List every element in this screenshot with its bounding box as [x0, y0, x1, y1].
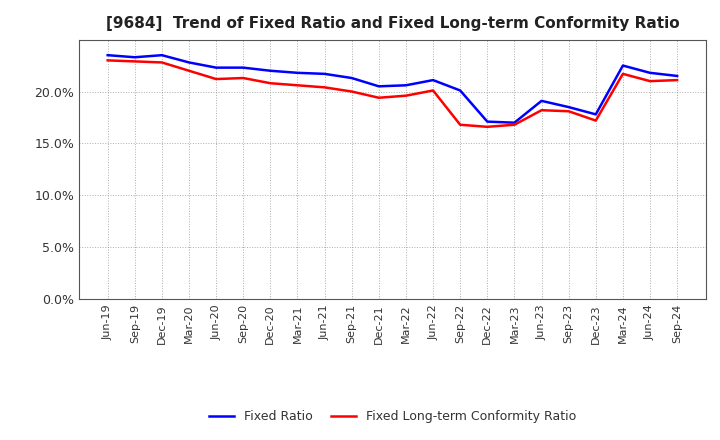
Line: Fixed Long-term Conformity Ratio: Fixed Long-term Conformity Ratio — [108, 60, 677, 127]
Line: Fixed Ratio: Fixed Ratio — [108, 55, 677, 123]
Fixed Long-term Conformity Ratio — [130, 59, 139, 64]
Fixed Ratio — [158, 52, 166, 58]
Fixed Long-term Conformity Ratio — [374, 95, 383, 100]
Fixed Long-term Conformity Ratio — [266, 81, 275, 86]
Fixed Long-term Conformity Ratio — [158, 60, 166, 65]
Fixed Long-term Conformity Ratio — [618, 71, 627, 77]
Fixed Long-term Conformity Ratio — [212, 77, 220, 82]
Fixed Ratio — [456, 88, 464, 93]
Fixed Ratio — [402, 83, 410, 88]
Fixed Ratio — [374, 84, 383, 89]
Fixed Ratio — [428, 77, 437, 83]
Fixed Long-term Conformity Ratio — [320, 85, 329, 90]
Fixed Long-term Conformity Ratio — [104, 58, 112, 63]
Fixed Ratio — [483, 119, 492, 124]
Fixed Long-term Conformity Ratio — [293, 83, 302, 88]
Fixed Ratio — [212, 65, 220, 70]
Fixed Ratio — [672, 73, 681, 79]
Fixed Ratio — [348, 75, 356, 81]
Fixed Ratio — [564, 104, 573, 110]
Fixed Ratio — [185, 60, 194, 65]
Fixed Long-term Conformity Ratio — [672, 77, 681, 83]
Fixed Long-term Conformity Ratio — [428, 88, 437, 93]
Fixed Ratio — [618, 63, 627, 68]
Title: [9684]  Trend of Fixed Ratio and Fixed Long-term Conformity Ratio: [9684] Trend of Fixed Ratio and Fixed Lo… — [106, 16, 679, 32]
Fixed Long-term Conformity Ratio — [564, 109, 573, 114]
Fixed Ratio — [646, 70, 654, 76]
Fixed Long-term Conformity Ratio — [348, 89, 356, 94]
Fixed Ratio — [239, 65, 248, 70]
Fixed Long-term Conformity Ratio — [646, 78, 654, 84]
Fixed Long-term Conformity Ratio — [185, 68, 194, 73]
Fixed Long-term Conformity Ratio — [456, 122, 464, 128]
Fixed Long-term Conformity Ratio — [537, 107, 546, 113]
Fixed Long-term Conformity Ratio — [591, 118, 600, 123]
Fixed Long-term Conformity Ratio — [510, 122, 518, 128]
Fixed Ratio — [510, 120, 518, 125]
Fixed Ratio — [266, 68, 275, 73]
Fixed Long-term Conformity Ratio — [239, 75, 248, 81]
Legend: Fixed Ratio, Fixed Long-term Conformity Ratio: Fixed Ratio, Fixed Long-term Conformity … — [204, 405, 581, 428]
Fixed Ratio — [591, 112, 600, 117]
Fixed Ratio — [293, 70, 302, 76]
Fixed Long-term Conformity Ratio — [402, 93, 410, 98]
Fixed Ratio — [537, 98, 546, 103]
Fixed Ratio — [130, 55, 139, 60]
Fixed Ratio — [320, 71, 329, 77]
Fixed Long-term Conformity Ratio — [483, 124, 492, 129]
Fixed Ratio — [104, 52, 112, 58]
